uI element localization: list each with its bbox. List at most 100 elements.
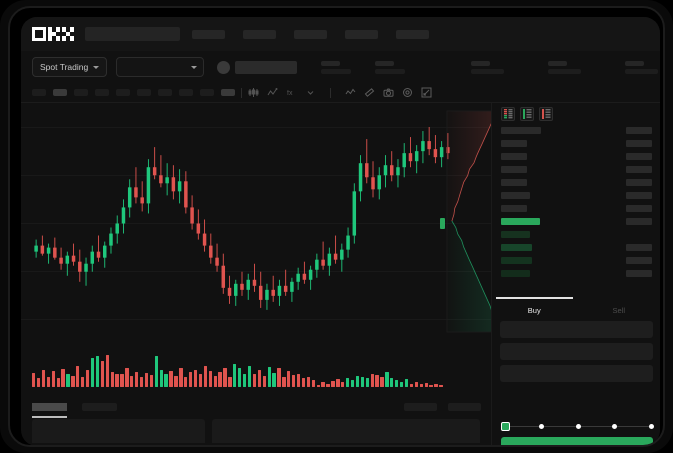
timeframe-2[interactable] [53, 89, 67, 96]
volume-bar [71, 375, 75, 387]
orderbook-row-2[interactable] [501, 140, 527, 147]
bottom-tab-1[interactable] [32, 403, 67, 418]
volume-bar [267, 367, 271, 387]
orderbook-row-12[interactable] [501, 270, 530, 277]
volume-bar [179, 367, 183, 387]
volume-bar [321, 382, 325, 387]
bottom-panels [21, 419, 491, 445]
orderbook-row-5[interactable] [501, 179, 527, 186]
orderbook-row-11[interactable] [501, 257, 532, 264]
slider-handle[interactable] [500, 422, 510, 431]
volume-bar [174, 375, 178, 387]
volume-bar [370, 373, 374, 387]
tab-sell[interactable]: Sell [577, 299, 661, 321]
settings-icon[interactable] [402, 87, 413, 98]
orderbook-row-10[interactable] [501, 244, 532, 251]
ticker-stat-5 [625, 60, 659, 74]
orderbook-row-1[interactable] [501, 127, 541, 134]
volume-bar [61, 368, 65, 387]
ticker-stat-3 [471, 60, 505, 74]
volume-bar [213, 375, 217, 387]
volume-histogram [21, 348, 491, 395]
trade-form [492, 321, 660, 387]
orderbook-row-8[interactable] [501, 218, 540, 225]
fullscreen-icon[interactable] [421, 87, 432, 98]
orderbook-mode-both[interactable] [501, 107, 515, 121]
volume-bar [41, 369, 46, 387]
trading-toolbar: Spot Trading [21, 51, 660, 83]
volume-bar [350, 379, 355, 387]
okx-logo-icon[interactable] [32, 27, 74, 42]
trade-field-price[interactable] [500, 321, 653, 338]
orderbook-row-6[interactable] [501, 192, 530, 199]
orderbook-row-7[interactable] [501, 205, 527, 212]
volume-bar [439, 385, 443, 387]
orderbook-row-3[interactable] [501, 153, 527, 160]
slider-stop-100[interactable] [648, 424, 654, 429]
volume-bar [242, 373, 247, 387]
chevron-down-icon[interactable] [305, 87, 316, 98]
timeframe-7[interactable] [158, 89, 172, 96]
orderbook-mode-bids[interactable] [520, 107, 534, 121]
bottom-panel-left[interactable] [32, 419, 205, 443]
bottom-panel-right[interactable] [211, 419, 480, 443]
volume-bar [434, 383, 438, 387]
candlestick-chart-icon[interactable] [248, 87, 259, 98]
trade-field-amount[interactable] [500, 343, 653, 360]
pair-avatar [217, 60, 231, 74]
ruler-icon[interactable] [364, 87, 375, 98]
volume-bar [149, 375, 154, 387]
spot-trading-dropdown[interactable]: Spot Trading [32, 57, 108, 77]
bottom-tab-2[interactable] [82, 403, 117, 411]
timeframe-10[interactable] [221, 89, 235, 96]
timeframe-5[interactable] [116, 89, 130, 96]
camera-icon[interactable] [383, 87, 394, 98]
orderbook-mode-selector [501, 107, 553, 121]
candlestick-chart[interactable] [21, 103, 491, 348]
slider-stop-50[interactable] [575, 424, 581, 429]
bottom-action-1[interactable] [404, 403, 437, 411]
timeframe-4[interactable] [95, 89, 109, 96]
amount-slider[interactable] [500, 421, 654, 433]
volume-bar [301, 378, 306, 387]
volume-bar [365, 378, 369, 387]
timeframe-8[interactable] [179, 89, 193, 96]
orderbook-row-9[interactable] [501, 231, 530, 238]
nav-item-1[interactable] [192, 29, 225, 39]
timeframe-9[interactable] [200, 89, 214, 96]
timeframe-1[interactable] [32, 89, 46, 96]
tab-buy[interactable]: Buy [492, 297, 577, 321]
volume-bar [414, 381, 418, 387]
ticker-stat-4 [548, 60, 582, 74]
volume-bar [169, 371, 173, 387]
indicators-icon[interactable]: fx [286, 87, 297, 98]
trendline-icon[interactable] [345, 87, 356, 98]
volume-bar [184, 377, 188, 387]
nav-item-2[interactable] [243, 29, 276, 39]
timeframe-6[interactable] [137, 89, 151, 96]
trade-field-total[interactable] [500, 365, 653, 382]
bottom-action-2[interactable] [448, 403, 481, 411]
slider-stop-25[interactable] [539, 424, 544, 429]
volume-bar [193, 369, 198, 387]
volume-bar [336, 379, 340, 387]
pair-select-dropdown[interactable] [116, 57, 205, 77]
orderbook-row-11-amount [626, 257, 652, 264]
slider-stop-75[interactable] [612, 424, 617, 429]
orderbook-rows[interactable] [492, 127, 660, 297]
search-input[interactable] [85, 27, 180, 41]
volume-bar [66, 373, 70, 387]
nav-item-3[interactable] [294, 29, 327, 39]
place-order-button[interactable] [501, 437, 653, 445]
volume-bar [164, 374, 168, 387]
nav-item-4[interactable] [345, 29, 378, 39]
volume-bar [395, 380, 399, 387]
volume-bar [208, 371, 212, 387]
timeframe-3[interactable] [74, 89, 88, 96]
volume-bar [385, 372, 389, 387]
orderbook-row-4[interactable] [501, 166, 527, 173]
line-chart-icon[interactable] [267, 87, 278, 98]
nav-item-5[interactable] [396, 29, 429, 39]
orderbook-mode-asks[interactable] [539, 107, 553, 121]
